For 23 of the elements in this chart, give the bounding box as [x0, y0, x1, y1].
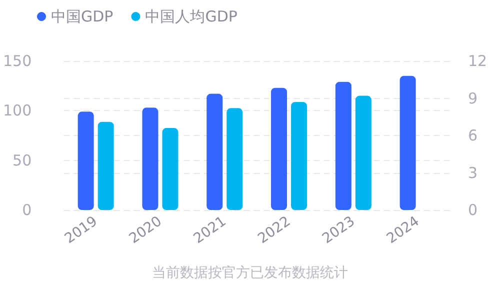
y2-tick-label: 3 — [468, 164, 478, 182]
bar — [162, 128, 178, 210]
y2-tick-label: 6 — [468, 126, 478, 144]
y-tick-label: 50 — [12, 151, 32, 170]
bar — [271, 88, 288, 210]
bar — [400, 76, 416, 210]
y2-tick-label: 12 — [468, 52, 488, 70]
y2-tick-label: 9 — [468, 89, 478, 108]
y-tick-label: 0 — [22, 201, 32, 219]
bar — [335, 82, 352, 210]
bar — [226, 108, 243, 210]
y-tick-label: 100 — [2, 102, 32, 120]
legend-label: 中国GDP — [51, 8, 114, 26]
y-tick-label: 150 — [2, 52, 32, 70]
bar — [355, 96, 372, 210]
bar — [291, 102, 308, 210]
text: 当前数据按官方已发布数据统计 — [152, 265, 348, 281]
bar — [142, 108, 158, 210]
bar — [78, 112, 94, 210]
legend-label: 中国人均GDP — [145, 8, 238, 26]
y2-tick-label: 0 — [468, 201, 478, 219]
bar — [206, 94, 223, 210]
bar — [98, 122, 114, 210]
